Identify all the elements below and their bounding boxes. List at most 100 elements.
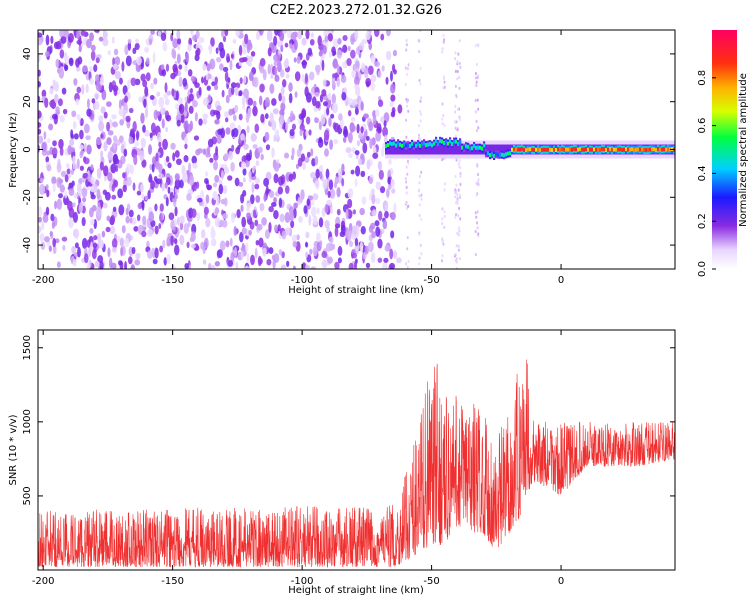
noise-blob: [174, 150, 180, 158]
chart-title: C2E2.2023.272.01.32.G26: [270, 3, 442, 18]
noise-blob: [442, 40, 445, 44]
noise-blob: [305, 231, 310, 239]
carrier-cell: [456, 141, 460, 146]
noise-blob: [155, 178, 162, 185]
noise-blob: [477, 126, 480, 130]
noise-blob: [86, 262, 91, 269]
noise-blob: [133, 226, 139, 232]
noise-blob: [314, 117, 320, 124]
noise-blob: [94, 260, 100, 268]
noise-blob: [75, 98, 80, 106]
carrier-cell: [414, 143, 418, 148]
noise-blob: [372, 152, 379, 159]
noise-blob: [273, 162, 280, 172]
noise-blob: [86, 108, 92, 117]
noise-blob: [322, 45, 327, 55]
noise-blob: [273, 30, 279, 36]
noise-blob: [237, 124, 242, 133]
noise-blob: [331, 102, 338, 114]
noise-blob: [458, 195, 461, 200]
noise-blob: [233, 226, 237, 237]
noise-blob: [209, 157, 214, 163]
noise-blob: [350, 169, 355, 175]
noise-blob: [320, 114, 326, 126]
carrier-cell: [564, 147, 568, 152]
noise-blob: [378, 169, 384, 180]
noise-blob: [120, 246, 124, 257]
noise-blob: [99, 161, 104, 171]
noise-blob: [389, 248, 394, 260]
noise-blob: [245, 159, 250, 168]
noise-blob: [245, 242, 249, 253]
noise-blob: [225, 240, 230, 248]
noise-blob: [262, 69, 267, 81]
noise-blob: [78, 201, 84, 213]
noise-blob: [154, 247, 159, 259]
noise-blob: [191, 243, 196, 249]
carrier-cell: [554, 147, 558, 152]
noise-blob: [322, 79, 327, 87]
noise-blob: [222, 35, 227, 43]
noise-blob: [441, 47, 444, 51]
noise-blob: [273, 54, 279, 62]
noise-blob: [284, 57, 289, 68]
noise-blob: [226, 56, 231, 63]
noise-blob: [375, 181, 381, 190]
noise-blob: [375, 226, 381, 237]
noise-blob: [98, 239, 104, 249]
noise-blob: [103, 165, 109, 177]
carrier-cell: [452, 139, 456, 144]
noise-blob: [214, 76, 218, 85]
noise-blob: [477, 182, 480, 187]
carrier-cell: [416, 141, 420, 146]
noise-blob: [366, 159, 371, 170]
noise-blob: [196, 212, 201, 221]
noise-blob: [458, 193, 461, 197]
noise-blob: [406, 172, 409, 176]
noise-blob: [158, 173, 165, 179]
noise-blob: [134, 141, 140, 147]
noise-blob: [114, 70, 121, 80]
noise-blob: [379, 116, 385, 123]
noise-blob: [106, 121, 111, 132]
noise-blob: [168, 212, 175, 221]
noise-blob: [455, 93, 458, 97]
noise-blob: [392, 63, 396, 73]
noise-blob: [292, 241, 298, 248]
noise-blob: [72, 211, 78, 223]
noise-blob: [281, 251, 285, 259]
noise-blob: [216, 135, 222, 144]
carrier-cell: [412, 143, 416, 148]
noise-blob: [316, 207, 320, 215]
noise-blob: [459, 165, 462, 170]
noise-blob: [359, 241, 364, 253]
noise-blob: [214, 260, 220, 267]
noise-blob: [186, 241, 190, 249]
noise-blob: [132, 182, 136, 191]
carrier-cell: [470, 146, 474, 151]
carrier-cell: [598, 148, 602, 153]
noise-blob: [129, 164, 134, 175]
noise-blob: [321, 259, 328, 269]
noise-blob: [375, 109, 380, 117]
noise-blob: [112, 135, 118, 143]
noise-blob: [337, 38, 342, 45]
carrier-cell: [572, 146, 576, 151]
noise-blob: [112, 85, 119, 92]
noise-blob: [347, 188, 354, 199]
noise-blob: [147, 190, 151, 200]
noise-blob: [277, 60, 282, 69]
snr-series-line: [38, 359, 675, 568]
noise-blob: [327, 256, 333, 264]
noise-blob: [458, 117, 461, 121]
noise-blob: [252, 105, 258, 117]
noise-blob: [284, 42, 289, 48]
spectrogram-y-label: Frequency (Hz): [8, 112, 19, 188]
noise-blob: [163, 257, 167, 266]
noise-blob: [59, 30, 65, 38]
noise-blob: [49, 230, 53, 237]
noise-blob: [258, 237, 264, 248]
noise-blob: [56, 261, 61, 268]
carrier-cell: [654, 148, 658, 153]
noise-blob: [373, 30, 380, 38]
